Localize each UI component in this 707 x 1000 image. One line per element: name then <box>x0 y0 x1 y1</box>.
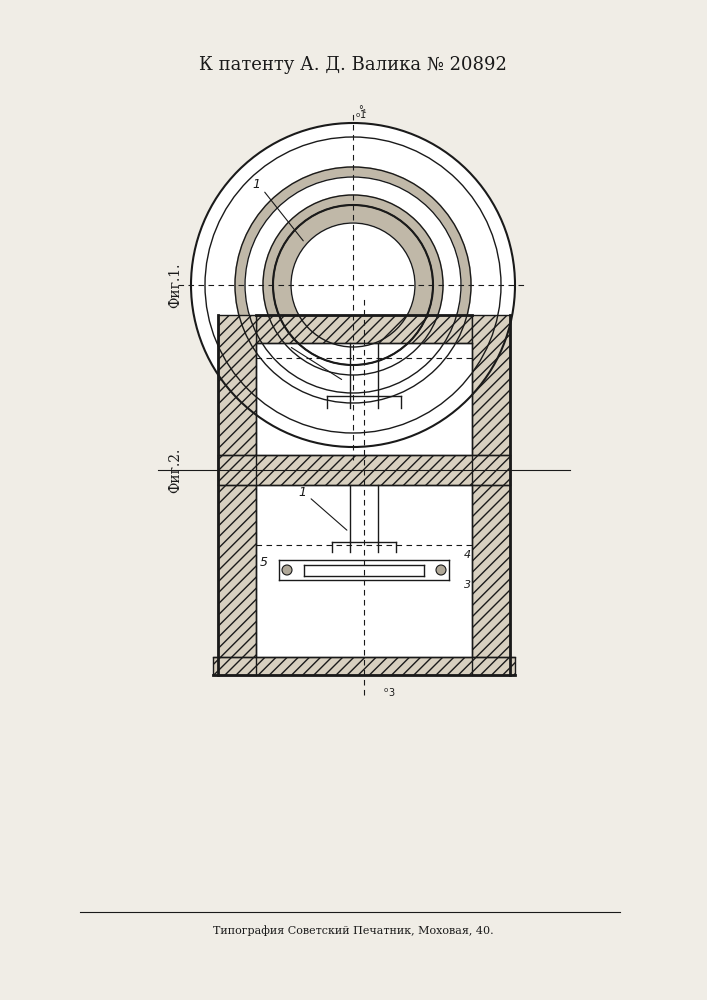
Bar <box>256 485 472 657</box>
Circle shape <box>191 123 515 447</box>
Text: o: o <box>384 687 388 693</box>
Text: 1: 1 <box>298 486 306 498</box>
Text: К патенту А. Д. Валика № 20892: К патенту А. Д. Валика № 20892 <box>199 56 507 74</box>
Text: 3: 3 <box>388 688 394 698</box>
Bar <box>472 315 510 675</box>
Text: Фиг.2.: Фиг.2. <box>168 447 182 493</box>
Text: Типография Советский Печатник, Моховая, 40.: Типография Советский Печатник, Моховая, … <box>213 925 493 936</box>
Text: o: o <box>356 301 361 307</box>
Text: 4: 4 <box>464 550 471 560</box>
Bar <box>213 657 515 675</box>
Text: 3: 3 <box>464 580 471 590</box>
Bar <box>256 315 472 343</box>
Circle shape <box>282 565 292 575</box>
Polygon shape <box>191 123 515 447</box>
Text: 1: 1 <box>278 334 286 348</box>
Text: 1: 1 <box>378 300 384 310</box>
Circle shape <box>291 223 415 347</box>
Bar <box>218 315 256 675</box>
Polygon shape <box>235 167 471 403</box>
Text: Фиг.1.: Фиг.1. <box>168 262 182 308</box>
Text: 5: 5 <box>260 556 268 568</box>
Text: 2: 2 <box>495 424 501 434</box>
Text: 1: 1 <box>360 110 366 120</box>
Bar <box>256 343 472 455</box>
Polygon shape <box>205 137 501 433</box>
Text: °₁: °₁ <box>358 105 367 115</box>
Bar <box>327 356 402 408</box>
Text: 3: 3 <box>360 300 366 310</box>
Bar <box>218 455 510 485</box>
Text: o: o <box>374 301 378 307</box>
Text: 1: 1 <box>267 380 275 393</box>
Polygon shape <box>245 177 461 393</box>
Text: o: o <box>491 426 495 432</box>
Circle shape <box>436 565 446 575</box>
Polygon shape <box>263 195 443 375</box>
Polygon shape <box>273 205 433 365</box>
Bar <box>218 315 510 675</box>
Text: 1: 1 <box>252 178 260 192</box>
Text: o: o <box>356 112 361 118</box>
